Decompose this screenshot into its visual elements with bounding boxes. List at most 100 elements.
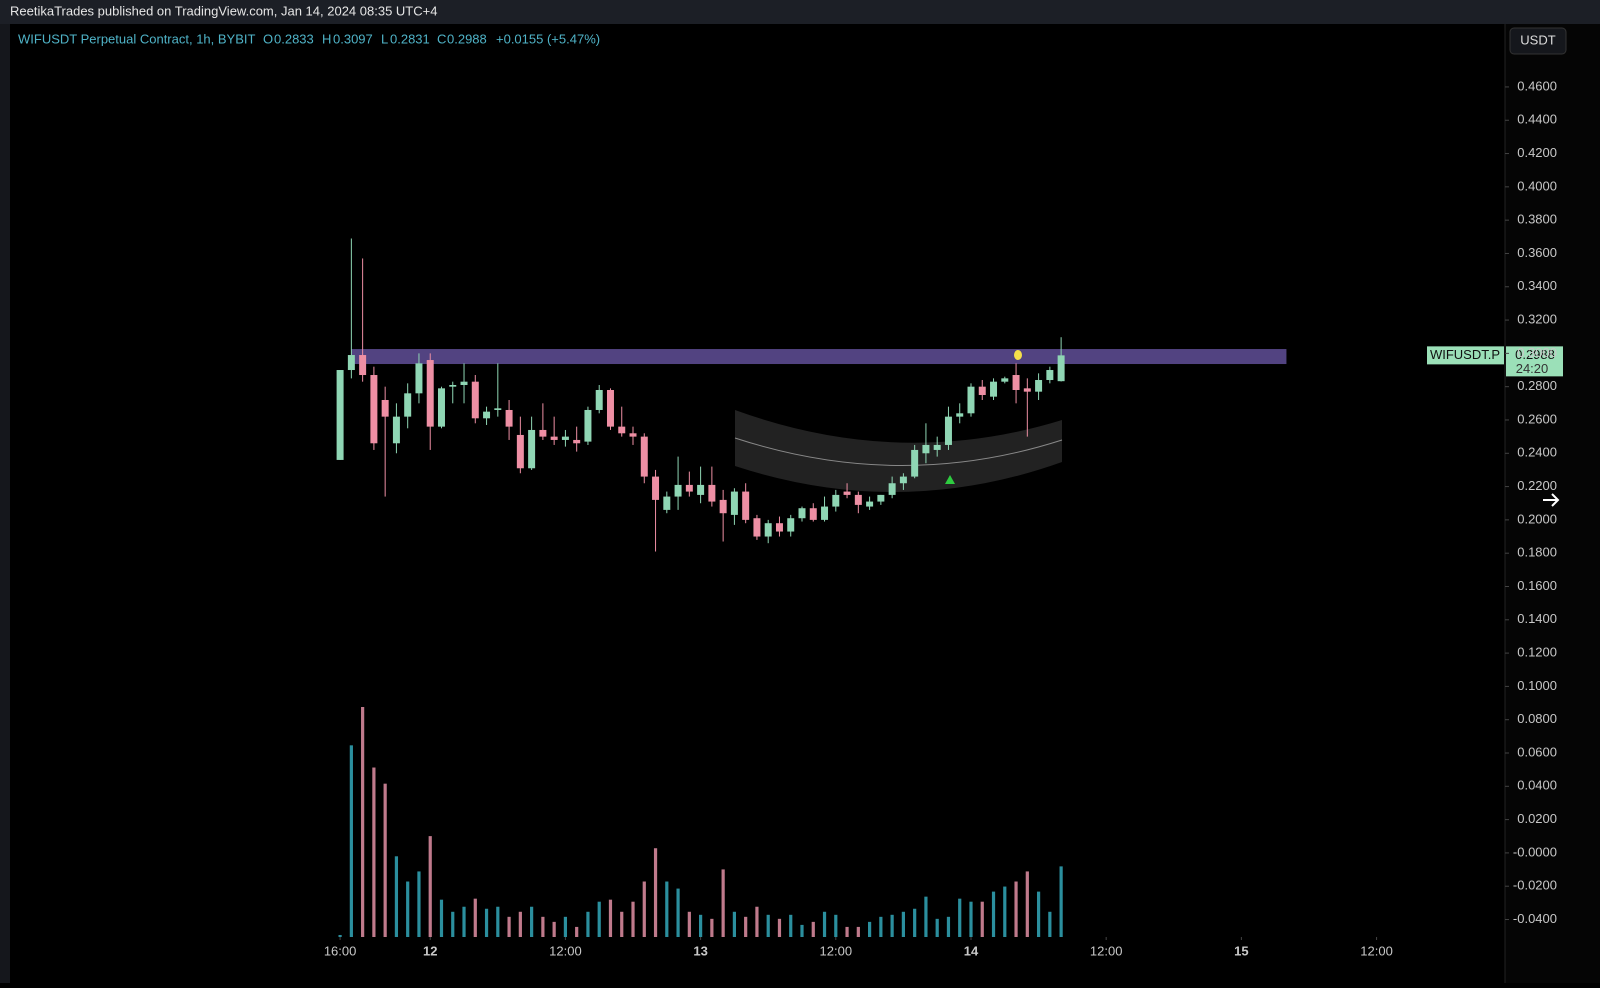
volume-bar [890,914,894,937]
volume-bar [575,926,579,937]
volume-bar [417,871,421,937]
y-tick-label: 0.1800 [1517,545,1557,560]
volume-bar [822,911,827,937]
y-tick-label: -0.0200 [1513,878,1557,893]
volume-bar [372,767,376,937]
candle-body [528,429,536,469]
candle-body [753,518,761,537]
currency-button[interactable] [1509,27,1567,55]
legend-c-label: C [437,31,446,46]
volume-bar [552,921,556,937]
x-tick-label: 13 [693,943,707,958]
y-tick-label: 0.4000 [1517,178,1557,193]
candle-body [516,434,524,469]
y-tick-label: 0.0800 [1517,711,1557,726]
y-tick-label: 0.2600 [1517,411,1557,426]
volume-bar [676,888,680,937]
volume-bar [530,906,534,937]
candle-body [663,496,671,510]
legend-c: 0.2988 [447,31,487,46]
legend: WIFUSDT Perpetual Contract, 1h, BYBIT O … [18,31,600,46]
candle-body [359,355,367,376]
volume-bar [653,848,658,937]
candle-body [775,523,783,532]
legend-l: 0.2831 [390,31,430,46]
candle-body [730,491,738,515]
candle-body [990,381,998,397]
volume-bar [811,921,815,937]
x-tick-label: 12:00 [820,943,853,958]
volume-bar [383,783,387,937]
candle-body [629,433,637,437]
candle-body [708,484,716,502]
volume-bar [1048,911,1052,937]
candle-body [370,375,378,444]
volume-bar [755,906,759,937]
volume-bar [665,881,669,937]
candle-body [539,429,547,437]
candle-body [854,494,862,505]
y-tick-label: 0.1400 [1517,611,1557,626]
y-tick-label: 0.1600 [1517,578,1557,593]
volume-bar [1025,871,1029,937]
volume-bar [845,926,849,937]
y-tick-label: -0.0000 [1513,844,1557,859]
candle-body [392,416,400,444]
price-tag: 0.2988 [1515,347,1555,362]
candle-body [967,386,975,414]
candle-body [944,416,952,445]
volume-bar [935,918,939,937]
symbol-tag-bg [1427,346,1504,365]
volume-bar [1014,881,1018,937]
candle-body [1057,355,1065,382]
candle-body [595,389,603,410]
candle-body [899,476,907,484]
header-bar [0,0,1600,24]
countdown: 24:20 [1516,361,1549,376]
volume-bar [439,899,444,937]
candle-body [415,363,423,394]
left-border [0,24,10,983]
volume-bar [710,918,714,937]
candle-body [336,370,344,460]
candle-body [505,409,513,427]
candle-body [843,491,851,495]
scroll-arrow[interactable] [1543,493,1560,507]
volume-bar [856,926,860,937]
y-tick-label: -0.0400 [1513,911,1557,926]
volume-bar [496,906,500,937]
candle-body [494,408,502,410]
currency[interactable]: USDT [1520,32,1555,47]
candle-body [347,355,355,371]
candle-body [573,439,581,444]
x-tick-label: 12 [423,943,437,958]
legend-l-label: L [381,31,388,46]
volume-bar [484,908,489,937]
y-tick-label: 0.1000 [1517,678,1557,693]
candle-body [483,411,491,419]
y-tick-label: 0.3400 [1517,278,1557,293]
candle-body [561,436,569,440]
candle-body [809,508,817,520]
y-tick-label: 0.0200 [1517,811,1557,826]
candle-body [877,494,885,502]
candle-body [933,444,941,450]
legend-h: 0.3097 [333,31,373,46]
volume-bar [991,891,996,937]
candle-body [652,476,660,500]
volume-bar [732,911,737,937]
x-tick-label: 12:00 [1360,943,1393,958]
volume-bar [608,899,613,937]
resistance-zone [351,349,1287,365]
candle-body [978,386,986,395]
candle-body [618,426,626,434]
y-tick-label: 0.2200 [1517,478,1557,493]
volume-bar [913,908,917,937]
candle-body [685,484,693,492]
volume-bar [901,911,905,937]
legend-change: +0.0155 (+5.47%) [496,31,600,46]
volume-bar [789,914,793,937]
price-axis [1505,24,1600,983]
